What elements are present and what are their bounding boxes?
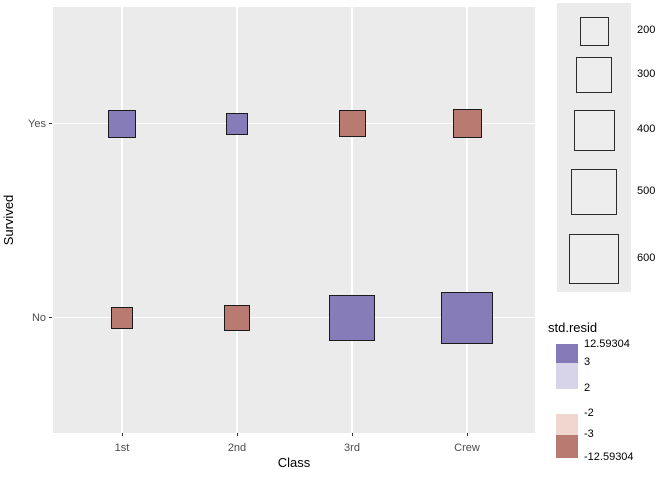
x-tick-2nd <box>236 433 238 436</box>
x-tick-label-3rd: 3rd <box>344 442 360 454</box>
color-legend-label-1: 3 <box>584 356 591 368</box>
size-legend-key-600 <box>569 234 619 284</box>
x-tick-label-2nd: 2nd <box>227 442 247 454</box>
count-square-no-1st <box>111 306 133 329</box>
count-square-yes-2nd <box>226 112 248 135</box>
size-legend-label-400: 400 <box>637 123 656 135</box>
color-legend-label-4: -3 <box>584 428 594 440</box>
count-square-yes-1st <box>108 109 136 138</box>
gridline-vertical-1st <box>121 7 123 433</box>
gridline-horizontal-yes <box>53 122 535 125</box>
y-tick-yes <box>49 123 52 124</box>
x-tick-crew <box>466 433 468 436</box>
size-legend-label-300: 300 <box>637 68 656 80</box>
size-legend <box>557 3 631 292</box>
count-square-no-crew <box>441 291 493 344</box>
colorbar-segment-3 <box>556 414 578 435</box>
colorbar-segment-4 <box>556 435 578 458</box>
colorbar-segment-1 <box>556 363 578 389</box>
color-legend-label-5: -12.59304 <box>584 451 634 463</box>
colorbar-segment-2 <box>556 389 578 414</box>
color-legend-label-2: 2 <box>584 382 591 394</box>
gridline-vertical-crew <box>466 7 468 433</box>
x-tick-label-1st: 1st <box>114 442 130 454</box>
size-legend-label-600: 600 <box>637 252 656 264</box>
size-legend-key-500 <box>571 169 617 215</box>
count-square-yes-3rd <box>338 110 366 137</box>
y-tick-no <box>49 317 52 318</box>
size-legend-label-200: 200 <box>637 24 656 36</box>
count-square-yes-crew <box>452 109 482 138</box>
size-legend-key-400 <box>573 109 615 151</box>
x-tick-3rd <box>351 433 353 436</box>
size-legend-key-300 <box>576 57 612 93</box>
color-legend-title: std.resid <box>548 320 598 335</box>
colorbar-segment-0 <box>556 344 578 363</box>
x-axis-title: Class <box>277 455 311 470</box>
plot-panel <box>53 7 535 433</box>
gridline-vertical-3rd <box>351 7 353 433</box>
y-axis-title: Survived <box>1 194 16 246</box>
color-legend-label-0: 12.59304 <box>584 338 630 350</box>
count-square-no-2nd <box>224 304 250 331</box>
count-square-no-3rd <box>329 294 375 341</box>
size-legend-label-500: 500 <box>637 185 656 197</box>
color-legend-label-3: -2 <box>584 407 594 419</box>
y-tick-label-yes: Yes <box>28 117 46 130</box>
gridline-vertical-2nd <box>236 7 238 433</box>
x-tick-1st <box>121 433 123 436</box>
gridline-horizontal-no <box>53 316 535 319</box>
x-tick-label-crew: Crew <box>454 442 480 454</box>
size-legend-key-200 <box>579 16 609 46</box>
y-tick-label-no: No <box>31 311 46 324</box>
